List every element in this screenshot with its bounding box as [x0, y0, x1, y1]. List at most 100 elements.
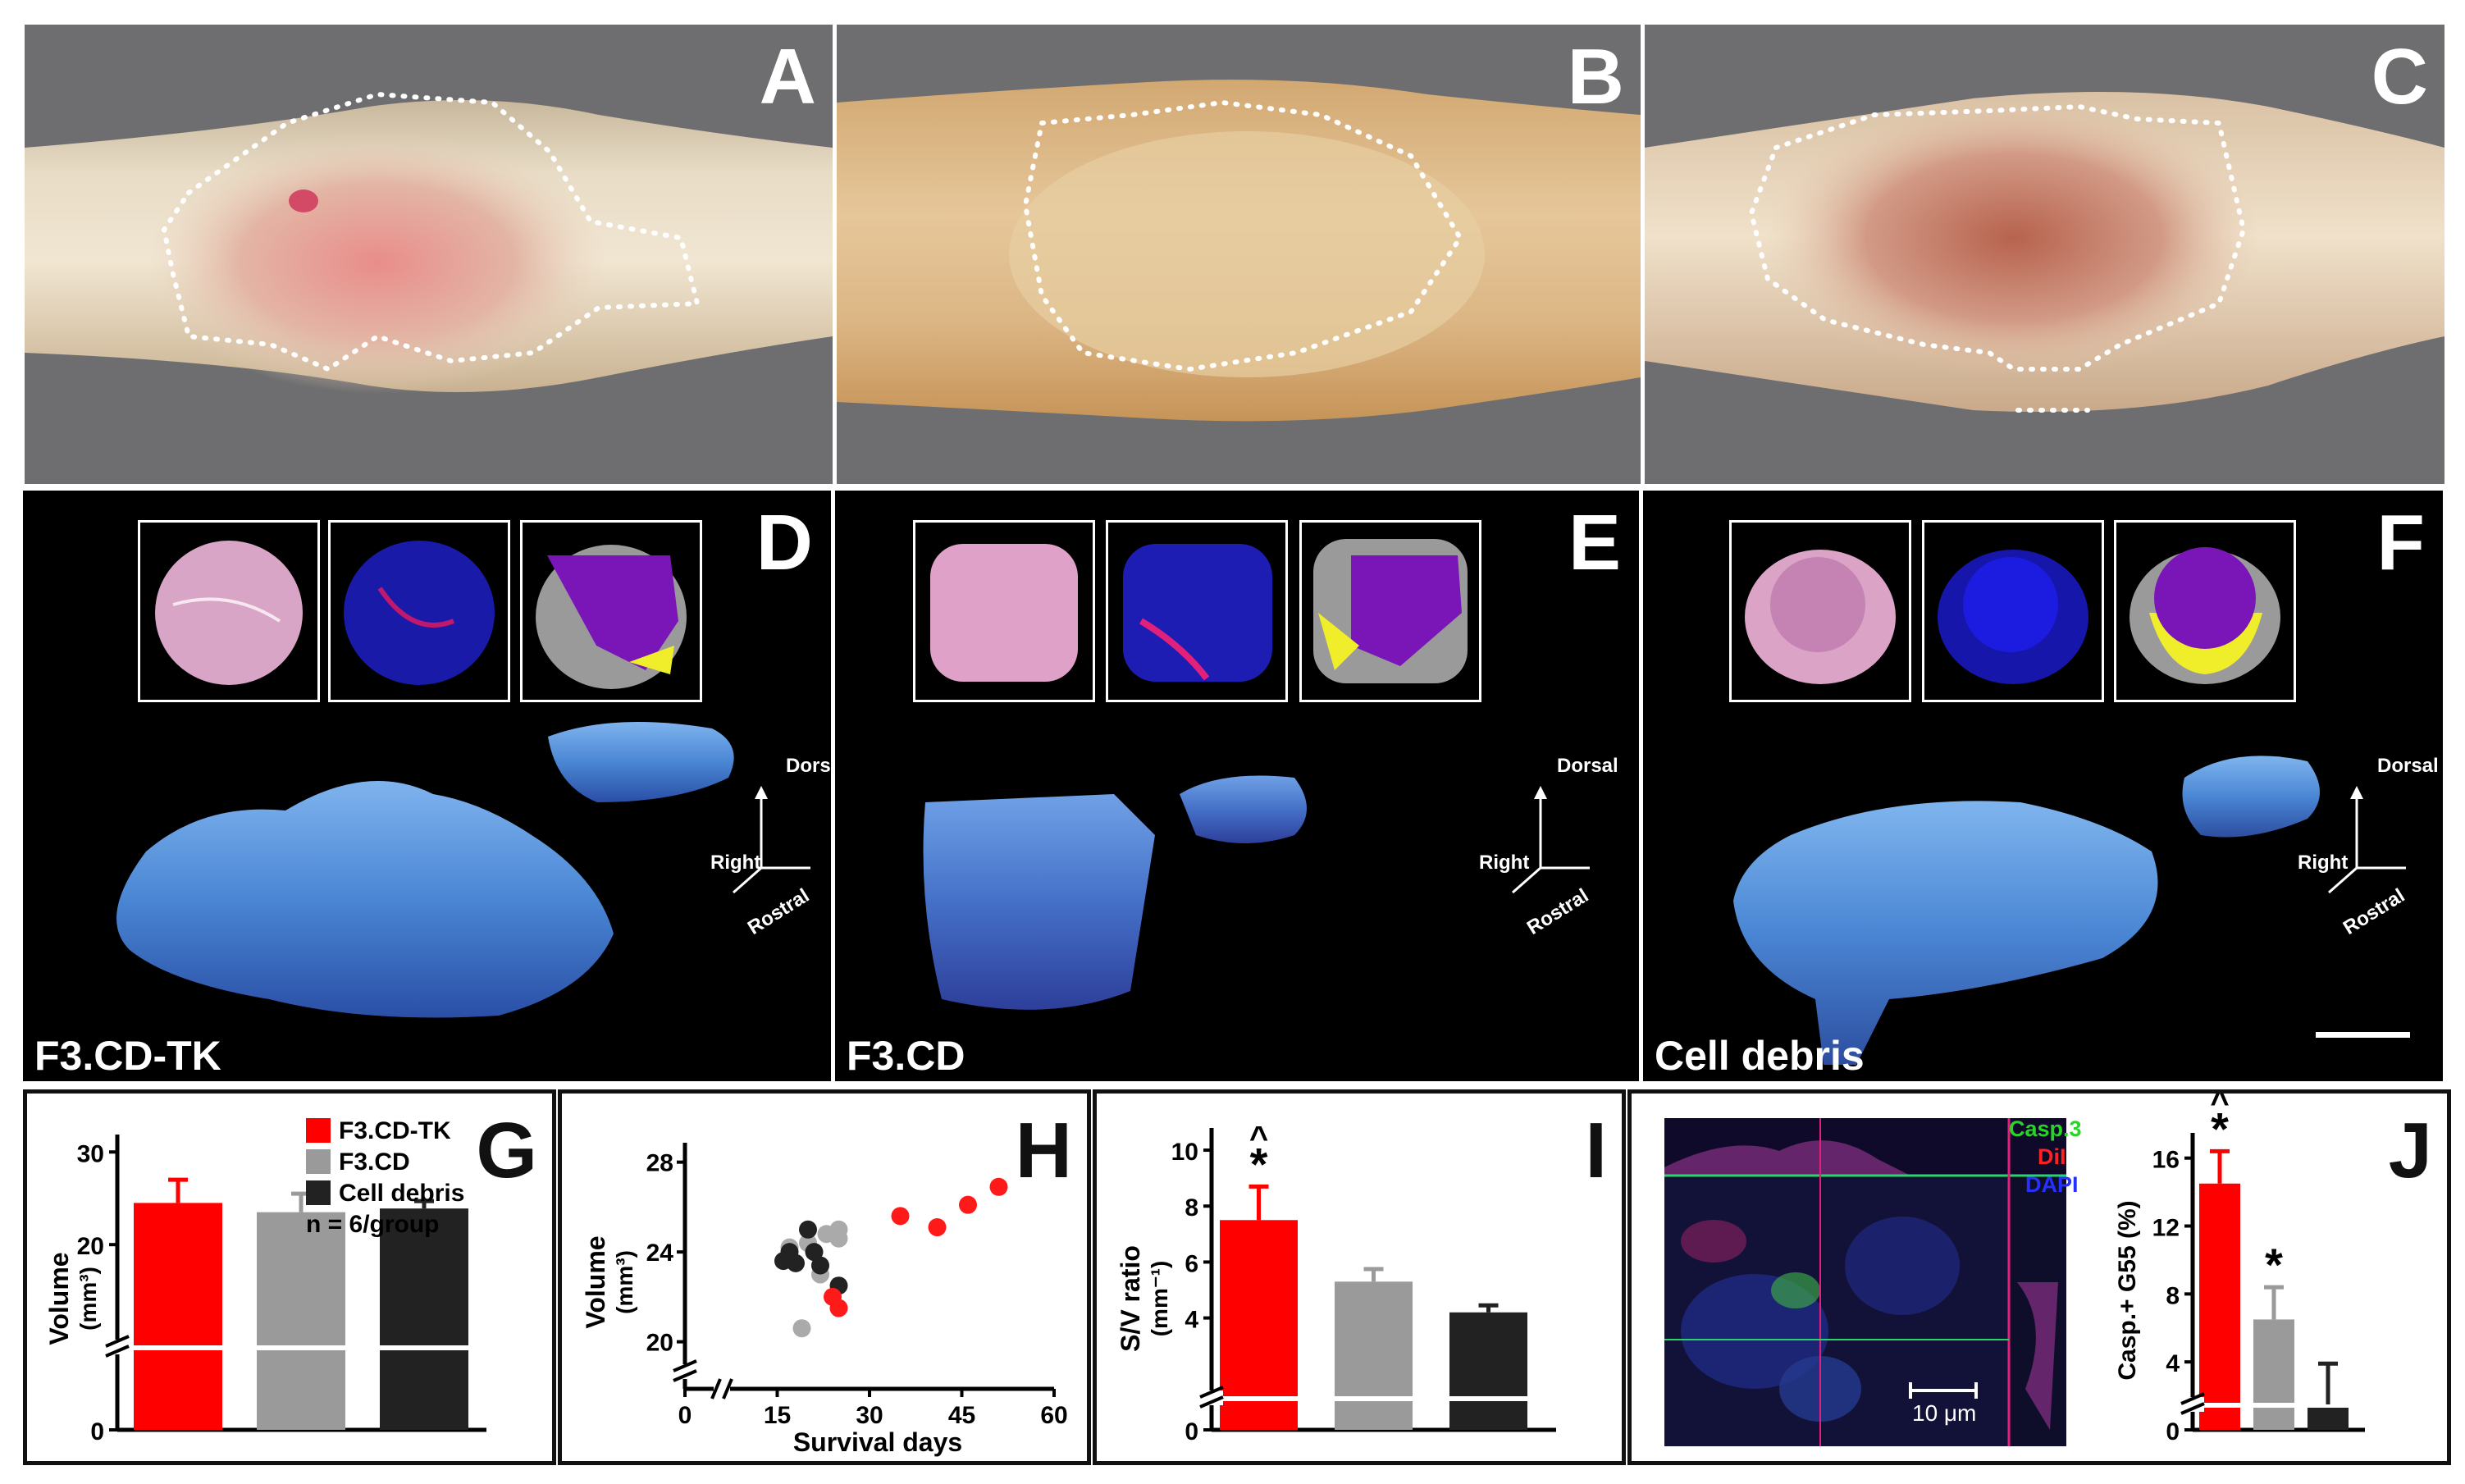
panel-f-reconstruction: Dorsal Right Rostral F Cell debris: [1643, 491, 2443, 1081]
legend-label: F3.CD: [339, 1148, 410, 1176]
bar: [1220, 1220, 1298, 1430]
y-axis-unit: (mm³): [612, 1250, 637, 1314]
bar: [2253, 1319, 2294, 1430]
channel-dapi-label: DAPI: [2025, 1172, 2079, 1197]
y-tick-label: 30: [77, 1140, 104, 1167]
tumor-3d-model-f: [1733, 756, 2410, 1065]
axis-right-label: Right: [1479, 852, 1530, 874]
panel-a-photo: A: [23, 23, 834, 486]
scatter-point: [829, 1299, 848, 1317]
scatter-point: [811, 1256, 829, 1275]
spinal-cord-photo-c: [1645, 92, 2444, 413]
scatter-point: [787, 1253, 805, 1272]
y-tick-label: 12: [2152, 1215, 2180, 1242]
legend-swatch: [306, 1180, 331, 1205]
significance-star: *: [1250, 1138, 1268, 1189]
significance-caret: ^: [2210, 1094, 2229, 1121]
legend-swatch: [306, 1149, 331, 1174]
y-axis-label: Casp.+ G55 (%): [2114, 1200, 2141, 1380]
segmentation-thumbnail: [520, 520, 702, 702]
significance-star: *: [2265, 1239, 2283, 1290]
he-stain-thumbnail: [913, 520, 1095, 702]
y-tick-label: 10: [1171, 1139, 1198, 1166]
x-tick-label: 45: [948, 1402, 975, 1429]
axis-dorsal-label: Dorsal: [1557, 755, 1618, 777]
x-axis-label: Survival days: [793, 1427, 962, 1457]
fluorescence-thumbnail: [1106, 520, 1288, 702]
axis-break-mark: [2180, 1392, 2205, 1405]
y-tick-label: 16: [2152, 1147, 2180, 1174]
panel-e-label: E: [1568, 499, 1621, 587]
panel-a-label: A: [759, 33, 816, 121]
axis-break-mark: [710, 1378, 722, 1400]
tumor-3d-model-d: [116, 722, 734, 1018]
legend-label: F3.CD-TK: [339, 1117, 451, 1144]
bar: [1335, 1281, 1413, 1430]
panel-g-chart: 0 20 30 Volume (mm³) F3.CD-TK F3.CD Cell debris…: [23, 1089, 556, 1465]
channel-dil-label: DiI: [2038, 1144, 2066, 1169]
axis-break-mark: [673, 1369, 697, 1382]
y-tick-label: 8: [2166, 1282, 2180, 1309]
orientation-axes-icon: [733, 786, 810, 894]
segmentation-thumbnail: [1299, 520, 1481, 702]
scale-bar-label: 10 μm: [1912, 1400, 1977, 1426]
y-tick-label: 0: [1185, 1418, 1198, 1445]
panel-f-label: F: [2376, 499, 2425, 587]
y-tick-label: 8: [1185, 1194, 1198, 1221]
axis-right-label: Right: [2298, 852, 2349, 874]
he-stain-thumbnail: [1729, 520, 1911, 702]
panel-i-chart: 0 4 6 8 10 ^ * S/V ratio (mm⁻¹) I: [1093, 1089, 1626, 1465]
group-label-d: F3.CD-TK: [34, 1033, 221, 1079]
bar: [1449, 1312, 1527, 1430]
group-label-e: F3.CD: [847, 1033, 965, 1079]
panel-g-label: G: [476, 1107, 537, 1194]
y-tick-label: 24: [646, 1240, 674, 1267]
y-tick-label: 6: [1185, 1250, 1198, 1277]
bar: [2199, 1183, 2240, 1430]
axis-dorsal-label: Dorsal: [2377, 755, 2439, 777]
orientation-axes-icon: [2328, 786, 2406, 894]
spinal-cord-photo-a: [25, 91, 833, 394]
bar: [380, 1208, 468, 1430]
axis-break-mark: [105, 1345, 130, 1358]
x-tick-label: 0: [678, 1402, 692, 1429]
scatter-point: [792, 1319, 811, 1338]
orientation-axes-icon: [1512, 786, 1590, 894]
x-tick-label: 15: [764, 1402, 791, 1429]
y-axis-unit: (mm⁻¹): [1147, 1261, 1172, 1337]
axis-break-mark: [2180, 1402, 2205, 1415]
scatter-point: [989, 1177, 1008, 1196]
y-tick-label: 4: [1185, 1307, 1198, 1334]
y-tick-label: 4: [2166, 1350, 2180, 1377]
channel-casp3-label: Casp.3: [2009, 1116, 2082, 1141]
y-axis-label: S/V ratio: [1116, 1245, 1145, 1352]
he-stain-thumbnail: [138, 520, 320, 702]
legend-label: Cell debris: [339, 1180, 464, 1207]
fluorescence-thumbnail: [328, 520, 510, 702]
axis-break-mark: [105, 1335, 130, 1348]
x-tick-label: 60: [1040, 1402, 1067, 1429]
panel-c-photo: C: [1643, 23, 2446, 486]
group-label-f: Cell debris: [1655, 1033, 1865, 1079]
segmentation-thumbnail: [2114, 520, 2296, 702]
panel-h-label: H: [1015, 1107, 1072, 1194]
significance-star: *: [2211, 1103, 2229, 1154]
volume-survival-scatter: 20 24 28 0 15 30 45 60 Survival days Volume (mm³): [581, 1143, 1068, 1457]
y-tick-label: 0: [2166, 1418, 2180, 1445]
axis-break-mark: [1199, 1386, 1224, 1399]
y-tick-label: 20: [646, 1330, 673, 1357]
axis-break-mark: [722, 1378, 733, 1400]
scatter-point: [959, 1195, 977, 1214]
sample-size-label: n = 6/group: [306, 1211, 440, 1238]
sv-ratio-bar-chart: 0 4 6 8 10 ^* S/V ratio (mm⁻¹): [1116, 1120, 1556, 1445]
y-tick-label: 20: [77, 1233, 104, 1260]
volume-bar-chart: 0 20 30 Volume (mm³) F3.CD-TK F3.CD Cell debris…: [44, 1117, 486, 1445]
x-tick-label: 30: [856, 1402, 883, 1429]
axis-right-label: Right: [710, 852, 761, 874]
tumor-3d-model-e: [923, 775, 1307, 1010]
scatter-point: [928, 1218, 947, 1237]
legend-swatch: [306, 1118, 331, 1143]
panel-j-chart: Casp.3 DiI DAPI 10 μm 0 4 8 12 16 ^ * * Casp.+ G…: [1627, 1089, 2451, 1465]
fluorescence-thumbnail: [1922, 520, 2104, 702]
panel-h-chart: 20 24 28 0 15 30 45 60 Survival days Volume (mm³) …: [558, 1089, 1091, 1465]
